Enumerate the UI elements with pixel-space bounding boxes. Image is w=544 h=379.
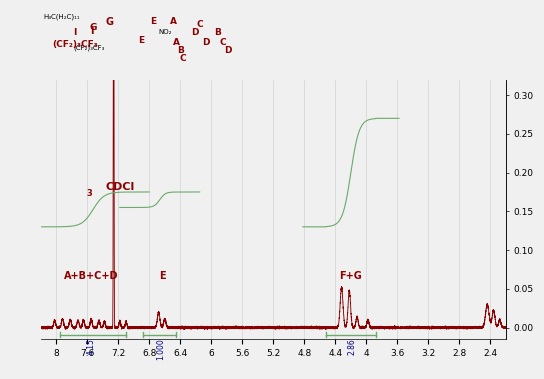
Text: C: C	[180, 53, 186, 63]
Text: A: A	[170, 17, 177, 26]
Text: F+G: F+G	[339, 271, 362, 281]
Text: C: C	[197, 20, 203, 29]
Text: B: B	[177, 46, 184, 55]
Text: A+B+C+D: A+B+C+D	[64, 271, 119, 281]
Text: 2.86: 2.86	[348, 338, 357, 355]
Text: H₃C(H₂C)₁₁: H₃C(H₂C)₁₁	[44, 14, 81, 20]
Text: E: E	[150, 17, 156, 26]
Text: C: C	[219, 38, 226, 47]
Text: 3: 3	[87, 189, 92, 198]
Text: B: B	[214, 28, 221, 37]
Text: G: G	[106, 17, 114, 27]
Text: D: D	[202, 38, 210, 47]
Text: I: I	[90, 26, 94, 36]
Text: (CF₂)₃CF₃: (CF₂)₃CF₃	[73, 45, 104, 51]
Text: (CF₂)₃CF₃: (CF₂)₃CF₃	[52, 41, 98, 49]
Text: CDCl: CDCl	[106, 182, 135, 192]
Text: G: G	[89, 23, 97, 32]
Text: NO₂: NO₂	[158, 30, 172, 36]
Text: I: I	[73, 28, 77, 37]
Text: 4.15: 4.15	[86, 338, 96, 355]
Text: 1.000: 1.000	[157, 338, 165, 360]
Text: E: E	[138, 36, 144, 45]
Text: D: D	[224, 46, 232, 55]
Text: D: D	[191, 28, 199, 37]
Text: E: E	[159, 271, 166, 281]
Text: A: A	[174, 38, 181, 47]
